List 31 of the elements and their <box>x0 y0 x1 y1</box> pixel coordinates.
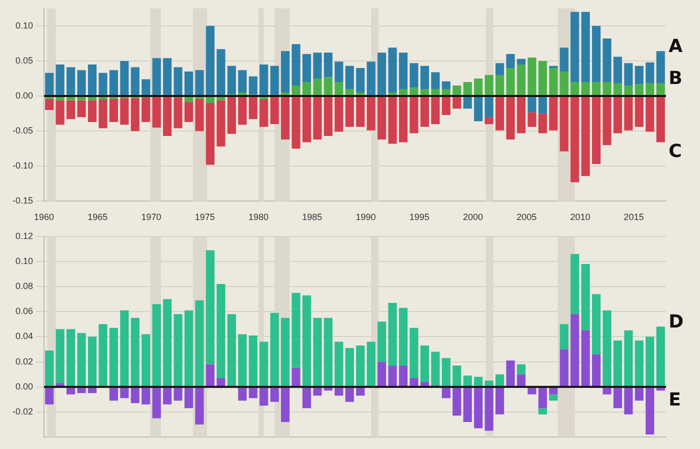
x-tick-label: 2010 <box>570 212 590 222</box>
y-tick-label: 0.12 <box>15 230 33 241</box>
x-tick-label: 1970 <box>141 212 162 222</box>
y-tick-label: 0.00 <box>15 381 33 392</box>
y-tick-label: 0.02 <box>15 356 33 366</box>
series-label: E <box>668 389 681 410</box>
y-tick-label: 0.10 <box>15 20 33 30</box>
y-tick-label: 0.00 <box>15 90 33 101</box>
series-label: C <box>668 140 682 162</box>
series-label: B <box>668 68 682 90</box>
x-tick-label: 1980 <box>248 212 268 222</box>
x-tick-label: 2015 <box>624 212 644 222</box>
y-tick-label: 0.05 <box>15 55 33 66</box>
y-tick-label: 0.10 <box>15 256 33 266</box>
x-tick-label: 1995 <box>409 212 430 222</box>
x-tick-label: 1965 <box>88 212 108 222</box>
y-tick-label: 0.06 <box>15 306 33 316</box>
x-tick-label: 1960 <box>34 212 54 222</box>
series-label: D <box>668 311 684 332</box>
x-tick-label: 1985 <box>302 212 322 222</box>
x-tick-label: 1990 <box>356 212 376 222</box>
y-tick-label: 0.04 <box>15 331 33 342</box>
y-tick-label: 0.08 <box>15 281 33 292</box>
x-tick-label: 2005 <box>516 212 537 222</box>
x-tick-label: 2000 <box>462 212 483 222</box>
y-tick-label: -0.05 <box>12 126 33 136</box>
y-tick-label: -0.02 <box>12 406 33 416</box>
series-label: A <box>668 36 683 57</box>
y-tick-label: -0.10 <box>12 160 33 171</box>
x-tick-label: 1975 <box>194 212 215 222</box>
y-tick-label: -0.15 <box>12 196 33 206</box>
